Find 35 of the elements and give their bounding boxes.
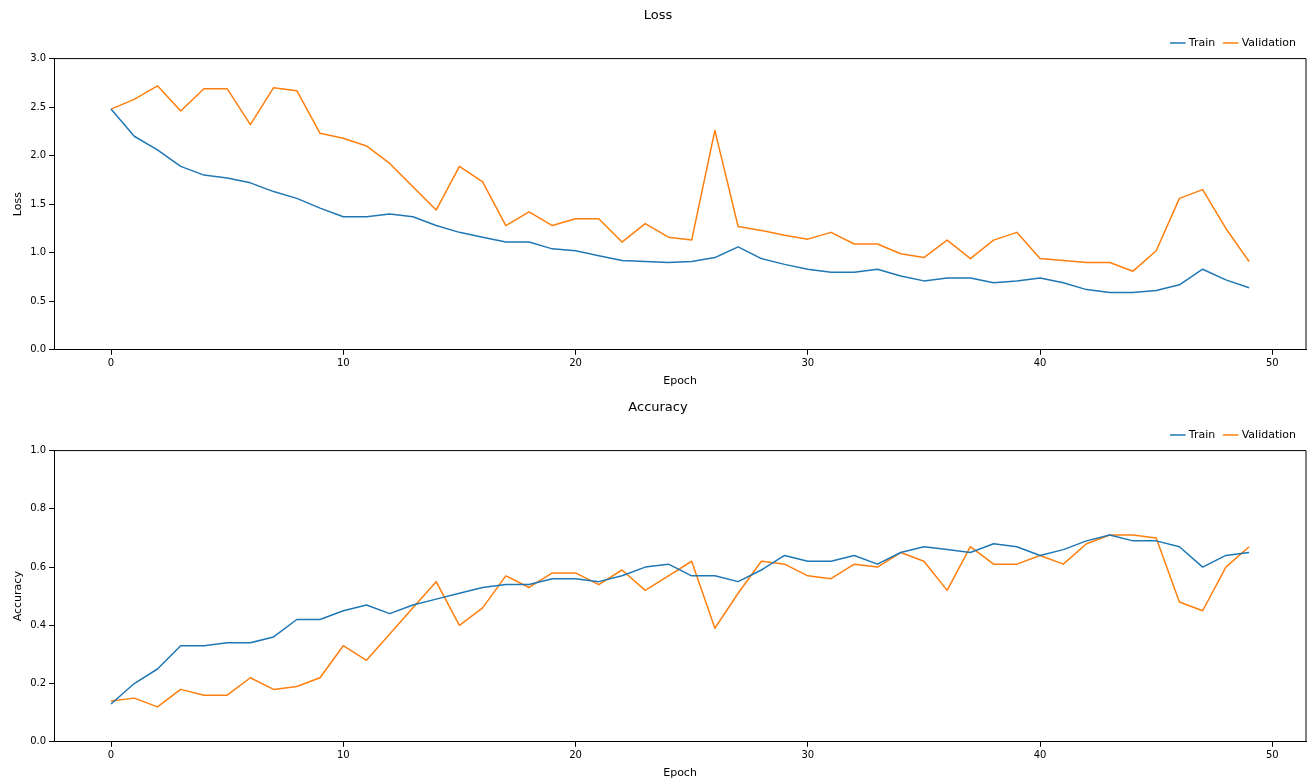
y-tick-label: 0.0 (30, 735, 47, 747)
legend-label: Train (1187, 35, 1216, 49)
legend-label: Train (1187, 427, 1216, 441)
x-axis-title: Epoch (663, 766, 697, 780)
legend-label: Validation (1241, 427, 1297, 441)
y-axis-title: Loss (11, 191, 25, 217)
x-tick-label: 30 (801, 749, 815, 761)
chart-title: Loss (643, 7, 673, 23)
x-tick-label: 30 (801, 357, 815, 369)
x-tick-label: 40 (1033, 749, 1047, 761)
y-tick-label: 0.5 (30, 294, 47, 306)
y-tick-label: 0.6 (30, 560, 47, 572)
y-tick-label: 2.0 (30, 149, 47, 161)
legend-label: Validation (1241, 35, 1297, 49)
y-tick-label: 0.2 (30, 677, 47, 689)
y-axis-title: Accuracy (11, 570, 25, 622)
chart-title: Accuracy (628, 399, 688, 415)
x-tick-label: 20 (569, 749, 582, 761)
y-tick-label: 3.0 (30, 52, 47, 64)
x-axis-title: Epoch (663, 374, 697, 388)
y-tick-label: 1.0 (30, 444, 47, 456)
y-tick-label: 1.5 (30, 197, 47, 209)
x-tick-label: 40 (1033, 357, 1047, 369)
y-tick-label: 0.0 (30, 343, 47, 355)
x-tick-label: 10 (336, 749, 350, 761)
y-tick-label: 2.5 (30, 100, 47, 112)
x-tick-label: 20 (569, 357, 582, 369)
x-tick-label: 0 (107, 357, 115, 369)
y-tick-label: 0.4 (30, 618, 47, 630)
x-tick-label: 50 (1265, 357, 1279, 369)
x-tick-label: 0 (107, 749, 115, 761)
y-tick-label: 1.0 (30, 246, 47, 258)
x-tick-label: 10 (336, 357, 350, 369)
y-tick-label: 0.8 (30, 502, 47, 514)
x-tick-label: 50 (1265, 749, 1279, 761)
